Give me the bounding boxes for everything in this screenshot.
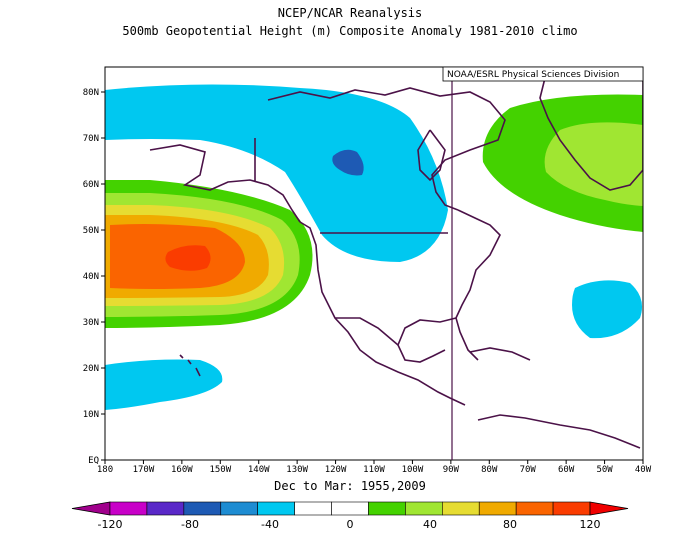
- credit-box: [442, 66, 644, 82]
- colorbar-label: -40: [261, 518, 279, 531]
- coastlines: [149, 71, 643, 449]
- lon-tick-label: 160W: [171, 465, 193, 475]
- coastline-hawaii: [179, 354, 201, 377]
- chart-title: NCEP/NCAR Reanalysis: [277, 6, 423, 20]
- colorbar-swatch: [220, 501, 258, 516]
- lat-tick-label: EQ: [88, 456, 99, 466]
- lon-axis: 180 170W 160W 150W 140W 130W 120W 110W 100W 90W 80…: [97, 460, 652, 475]
- lat-tick-label: 60N: [83, 180, 99, 190]
- lon-tick-label: 170W: [133, 465, 155, 475]
- colorbar-swatch: [109, 501, 148, 516]
- lon-tick-label: 80W: [481, 465, 498, 475]
- lat-tick-label: 30N: [83, 318, 99, 328]
- coastline-arctic-canada: [267, 87, 506, 211]
- colorbar-label: -120: [98, 518, 123, 531]
- coastline-west-america: [299, 221, 466, 406]
- date-range-label: Dec to Mar: 1955,2009: [274, 479, 426, 493]
- colorbar: -120 -80 -40 0 40 80 120: [71, 501, 629, 531]
- colorbar-label: 40: [423, 518, 437, 531]
- lon-tick-label: 180: [97, 465, 113, 475]
- coastline-alaska: [149, 144, 301, 223]
- coastline-cuba: [469, 347, 531, 361]
- lon-tick-label: 110W: [363, 465, 385, 475]
- colorbar-swatch: [331, 501, 369, 516]
- colorbar-swatch: [405, 501, 443, 516]
- anomaly-pacific-100: [165, 245, 211, 271]
- lat-tick-label: 20N: [83, 364, 99, 374]
- colorbar-label: -80: [181, 518, 199, 531]
- lat-tick-label: 10N: [83, 410, 99, 420]
- anomaly-subtropical-pacific: [105, 359, 223, 410]
- lat-tick-label: 50N: [83, 226, 99, 236]
- lon-tick-label: 70W: [520, 465, 537, 475]
- colorbar-swatch: [294, 501, 332, 516]
- country-border-mexico: [335, 317, 399, 346]
- anomaly-alaska-core: [332, 149, 364, 176]
- coastline-east-america: [455, 209, 501, 361]
- lon-tick-label: 130W: [286, 465, 308, 475]
- anomaly-fill-layer: [105, 84, 643, 410]
- colorbar-swatch: [257, 501, 295, 516]
- credit-text: NOAA/ESRL Physical Sciences Division: [447, 70, 619, 80]
- anomaly-greenland-40: [544, 122, 643, 206]
- colorbar-swatch: [552, 501, 591, 516]
- anomaly-atlantic: [572, 280, 643, 339]
- lon-tick-label: 100W: [402, 465, 424, 475]
- lon-tick-label: 90W: [443, 465, 460, 475]
- coastline-hudson-bay: [417, 129, 446, 182]
- chart-subtitle: 500mb Geopotential Height (m) Composite …: [122, 24, 578, 38]
- colorbar-swatch: [368, 501, 406, 516]
- coastline-south-america: [477, 414, 641, 449]
- colorbar-swatch: [146, 501, 185, 516]
- lat-tick-label: 80N: [83, 88, 99, 98]
- lon-tick-label: 120W: [325, 465, 347, 475]
- lon-tick-label: 150W: [209, 465, 231, 475]
- colorbar-label: 0: [347, 518, 354, 531]
- lon-tick-label: 40W: [635, 465, 652, 475]
- colorbar-label: 120: [580, 518, 601, 531]
- lon-tick-label: 140W: [248, 465, 270, 475]
- lat-axis: EQ 10N 20N 30N 40N 50N 60N 70N 80N: [83, 88, 105, 466]
- anomaly-alaska-neg: [105, 84, 448, 262]
- lon-tick-label: 50W: [596, 465, 613, 475]
- lat-tick-label: 40N: [83, 272, 99, 282]
- lat-tick-label: 70N: [83, 134, 99, 144]
- colorbar-low-arrow: [71, 501, 111, 516]
- colorbar-label: 80: [503, 518, 517, 531]
- lon-tick-label: 60W: [558, 465, 575, 475]
- colorbar-swatch: [183, 501, 222, 516]
- colorbar-swatch: [478, 501, 517, 516]
- colorbar-swatch: [515, 501, 554, 516]
- colorbar-high-arrow: [589, 501, 629, 516]
- colorbar-swatch: [442, 501, 480, 516]
